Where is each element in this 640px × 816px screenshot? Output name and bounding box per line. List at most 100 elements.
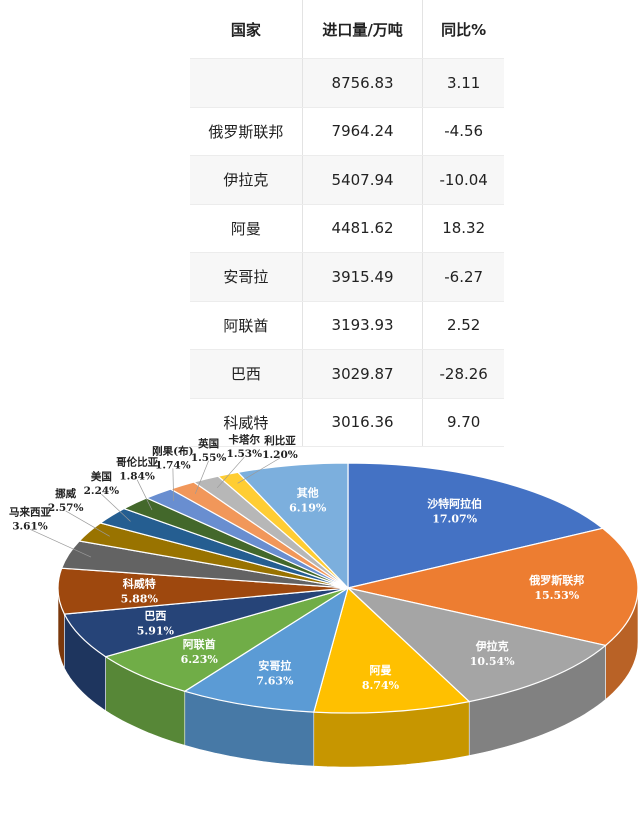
cell-yoy: 9.70 (422, 398, 504, 447)
slice-name: 阿联酋 (183, 637, 216, 651)
slice-percent: 6.19% (289, 502, 327, 515)
cell-yoy: -28.26 (422, 349, 504, 399)
table-row: 8756.83 3.11 (190, 58, 504, 108)
ext-name: 利比亚 (264, 434, 296, 447)
slice-percent: 6.23% (181, 653, 219, 666)
ext-name: 卡塔尔 (229, 433, 261, 446)
cell-volume: 8756.83 (302, 58, 424, 108)
slice-name: 巴西 (144, 610, 166, 623)
leader-line (172, 468, 174, 502)
pie-slice-阿曼 (313, 586, 471, 714)
cell-yoy: 3.11 (422, 58, 504, 108)
cell-country: 阿联酋 (190, 301, 303, 350)
slice-label-阿曼: 阿曼 8.74% (362, 663, 400, 692)
header-yoy: 同比% (422, 0, 504, 59)
pie-slice-其他 (236, 462, 349, 590)
cell-country: 阿曼 (190, 204, 303, 253)
slice-name: 俄罗斯联邦 (528, 573, 584, 587)
slice-name: 沙特阿拉伯 (427, 497, 482, 511)
ext-name: 美国 (91, 470, 112, 483)
header-country: 国家 (190, 0, 303, 59)
header-import-volume: 进口量/万吨 (302, 0, 424, 59)
import-table: 国家 进口量/万吨 同比% 8756.83 3.11 俄罗斯联邦 7964.24… (190, 0, 504, 447)
slice-label-俄罗斯联邦: 俄罗斯联邦 15.53% (528, 573, 584, 602)
slice-name: 伊拉克 (475, 639, 509, 653)
table-row: 伊拉克 5407.94 -10.04 (190, 155, 504, 205)
slice-percent: 5.91% (137, 625, 175, 638)
ext-label-刚果(布): 刚果(布) 1.74% (152, 444, 193, 471)
ext-percent: 1.53% (227, 448, 263, 460)
ext-percent: 1.74% (155, 459, 191, 471)
slice-percent: 10.54% (470, 655, 515, 668)
slice-label-其他: 其他 6.19% (289, 486, 327, 515)
leader-line (136, 479, 153, 511)
pie-slice-伊拉克 (345, 586, 607, 703)
pie-slice-沙特阿拉伯 (347, 462, 605, 589)
cell-country: 巴西 (190, 349, 303, 399)
leader-line (101, 493, 131, 522)
cell-volume: 7964.24 (302, 107, 424, 156)
pie-chart: 沙特阿拉伯 17.07% 俄罗斯联邦 15.53% 伊拉克 10.54% 阿曼 8.74% 安哥… (9, 433, 639, 768)
cell-yoy: 18.32 (422, 204, 504, 253)
ext-name: 英国 (197, 437, 219, 450)
ext-percent: 1.55% (191, 452, 227, 464)
cell-volume: 3016.36 (302, 398, 424, 447)
ext-name: 马来西亚 (9, 505, 51, 518)
slice-label-科威特: 科威特 5.88% (121, 576, 159, 605)
slice-label-阿联酋: 阿联酋 6.23% (181, 637, 219, 666)
ext-label-挪威: 挪威 2.57% (48, 487, 84, 514)
ext-name: 刚果(布) (152, 444, 193, 457)
ext-label-马来西亚: 马来西亚 3.61% (9, 505, 51, 532)
cell-volume: 3029.87 (302, 349, 424, 399)
cell-country: 俄罗斯联邦 (190, 107, 303, 156)
cell-yoy: -4.56 (422, 107, 504, 156)
cell-country: 科威特 (190, 398, 303, 447)
pie-slice-俄罗斯联邦 (347, 527, 639, 647)
ext-percent: 2.57% (48, 502, 84, 514)
cell-yoy: 2.52 (422, 301, 504, 350)
slice-name: 科威特 (123, 576, 156, 590)
table-row: 阿联酋 3193.93 2.52 (190, 301, 504, 350)
slice-name: 安哥拉 (258, 658, 291, 672)
slice-label-安哥拉: 安哥拉 7.63% (256, 658, 294, 687)
ext-label-卡塔尔: 卡塔尔 1.53% (227, 433, 263, 460)
ext-label-美国: 美国 2.24% (84, 470, 120, 497)
slice-label-沙特阿拉伯: 沙特阿拉伯 17.07% (427, 497, 482, 526)
cell-country (190, 58, 303, 108)
ext-label-哥伦比亚: 哥伦比亚 1.84% (116, 456, 158, 483)
table-row: 阿曼 4481.62 18.32 (190, 204, 504, 253)
cell-yoy: -10.04 (422, 155, 504, 205)
leader-line (237, 457, 281, 484)
cell-volume: 3193.93 (302, 301, 424, 350)
pie-slice-安哥拉 (183, 586, 349, 713)
ext-percent: 3.61% (12, 520, 48, 532)
slice-name: 阿曼 (370, 663, 392, 677)
leader-line (65, 510, 110, 537)
slice-name: 其他 (297, 486, 319, 500)
ext-name: 挪威 (55, 487, 76, 500)
leader-line (216, 456, 245, 489)
table-row: 安哥拉 3915.49 -6.27 (190, 252, 504, 302)
slice-percent: 8.74% (362, 679, 400, 692)
slice-percent: 5.88% (121, 592, 159, 605)
slice-percent: 15.53% (534, 589, 579, 602)
leader-line (194, 460, 209, 494)
slice-percent: 17.07% (432, 513, 477, 526)
ext-label-英国: 英国 1.55% (191, 437, 227, 464)
ext-percent: 1.20% (262, 449, 298, 461)
slice-label-巴西: 巴西 5.91% (137, 610, 175, 638)
cell-country: 伊拉克 (190, 155, 303, 205)
cell-volume: 4481.62 (302, 204, 424, 253)
cell-yoy: -6.27 (422, 252, 504, 302)
ext-name: 哥伦比亚 (116, 456, 158, 469)
ext-percent: 1.84% (119, 471, 155, 483)
ext-label-利比亚: 利比亚 1.20% (262, 434, 298, 461)
leader-line (29, 528, 92, 558)
cell-volume: 3915.49 (302, 252, 424, 302)
table-row: 巴西 3029.87 -28.26 (190, 349, 504, 399)
table-row: 科威特 3016.36 9.70 (190, 398, 504, 447)
table-row: 俄罗斯联邦 7964.24 -4.56 (190, 107, 504, 156)
slice-label-伊拉克: 伊拉克 10.54% (470, 639, 515, 668)
slice-percent: 7.63% (256, 674, 294, 687)
cell-country: 安哥拉 (190, 252, 303, 302)
